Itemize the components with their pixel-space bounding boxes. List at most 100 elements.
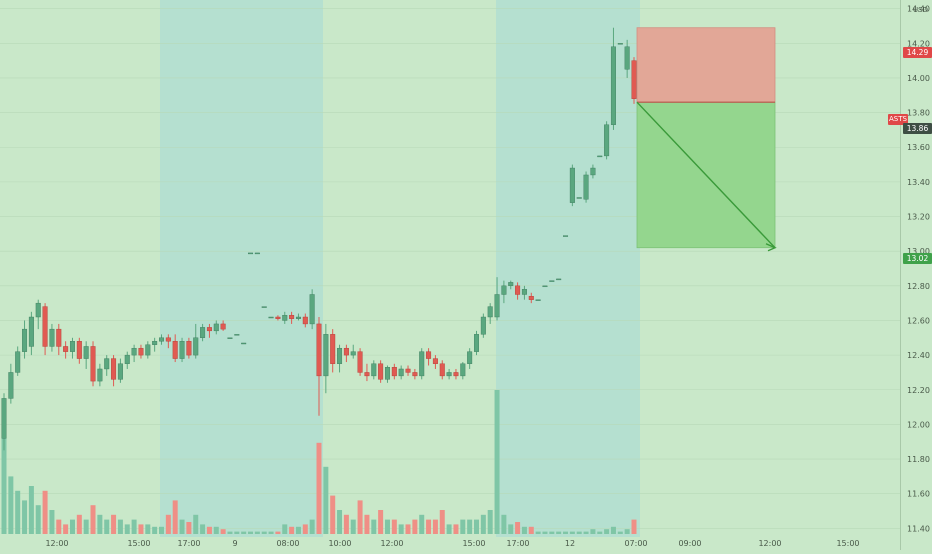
volume-bar <box>152 526 158 534</box>
candle-body <box>302 316 308 325</box>
candle-body <box>337 347 343 364</box>
volume-bar <box>391 519 397 534</box>
volume-bar <box>624 529 630 534</box>
volume-bar <box>76 514 82 534</box>
candle-body <box>453 372 459 377</box>
candle-body <box>535 299 541 301</box>
candle <box>391 363 397 380</box>
volume-bar <box>206 526 212 534</box>
candle <box>117 358 123 383</box>
volume-bar <box>501 514 507 534</box>
volume-bar <box>597 531 603 534</box>
volume-bar <box>323 466 329 534</box>
volume-bar <box>405 524 411 534</box>
candle <box>152 337 158 352</box>
volume-bar <box>97 514 103 534</box>
candle <box>542 285 548 288</box>
candle <box>295 313 301 321</box>
trade-path-arrow <box>636 101 776 249</box>
volume-bar <box>528 526 534 534</box>
candle-body <box>158 337 164 342</box>
symbol-tag: ASTS <box>888 114 908 125</box>
price-tick-label: 14.40 <box>907 5 930 14</box>
volume-bar <box>563 531 569 534</box>
candle <box>569 164 575 207</box>
candle-body <box>398 368 404 377</box>
volume-bar <box>604 529 610 534</box>
volume-bar <box>234 531 240 534</box>
candle <box>124 351 130 369</box>
price-tick-label: 12.00 <box>907 420 930 429</box>
volume-bar <box>569 531 575 534</box>
candle-body <box>138 347 144 356</box>
volume-bar <box>227 531 233 534</box>
volume-bar <box>337 510 343 534</box>
volume-bar <box>220 529 226 534</box>
candle <box>275 315 281 321</box>
candle <box>234 334 240 336</box>
candle-body <box>200 327 206 338</box>
volume-bar <box>193 514 199 534</box>
candle <box>330 329 336 373</box>
price-tick-label: 14.20 <box>907 39 930 48</box>
candle-body <box>378 363 384 380</box>
candle-body <box>446 372 452 377</box>
candle-body <box>1 398 7 439</box>
candle-body <box>22 328 28 352</box>
candle-body <box>172 341 178 359</box>
candle-body <box>124 354 130 364</box>
x-tick-label: 10:00 <box>328 539 351 548</box>
candle <box>583 171 589 203</box>
volume-bar <box>117 519 123 534</box>
x-tick-label: 12:00 <box>758 539 781 548</box>
x-tick-label: 15:00 <box>462 539 485 548</box>
candle-body <box>268 316 274 319</box>
volume-bar <box>35 505 41 534</box>
candle-body <box>384 367 390 380</box>
x-tick-label: 12 <box>565 539 575 548</box>
candle-body <box>220 323 226 330</box>
candle <box>501 280 507 304</box>
candle-body <box>152 341 158 345</box>
volume-bar <box>350 519 356 534</box>
volume-bar <box>56 519 62 534</box>
volume-bar <box>111 514 117 534</box>
volume-bar <box>186 522 192 534</box>
price-tick-label: 12.20 <box>907 386 930 395</box>
price-tick-label: 11.80 <box>907 455 930 464</box>
candle-body <box>295 316 301 319</box>
candle-body <box>391 367 397 377</box>
volume-bar <box>289 526 295 534</box>
candle-body <box>8 372 14 399</box>
volume-bar <box>330 495 336 534</box>
x-tick-label: 09:00 <box>678 539 701 548</box>
candle <box>76 337 82 364</box>
volume-bar <box>261 531 267 534</box>
candle <box>515 282 521 300</box>
candle <box>90 341 96 387</box>
candle <box>549 280 555 282</box>
price-tick-label: 13.20 <box>907 213 930 222</box>
candle <box>309 289 315 330</box>
volume-bar <box>508 524 514 534</box>
candle-body <box>49 328 55 347</box>
candle <box>220 320 226 331</box>
volume-bar <box>371 519 377 534</box>
candle-body <box>165 337 171 342</box>
candle-body <box>97 368 103 382</box>
candle <box>343 344 349 363</box>
candle <box>138 344 144 359</box>
volume-bar <box>316 442 322 534</box>
candle-body <box>610 46 616 125</box>
candle-body <box>528 296 534 300</box>
price-axis[interactable]: 11.40 11.60 11.80 12.00 12.20 12.40 12.60 12.80… <box>900 0 932 550</box>
candle <box>227 337 233 339</box>
candle-body <box>83 346 89 359</box>
trade-zone[interactable] <box>636 27 777 252</box>
stop-price-badge: 14.29 <box>903 47 932 58</box>
price-chart[interactable]: 12:00 15:00 17:00 9 08:00 10:00 12:00 15:00 17:0… <box>0 0 900 550</box>
candle-body <box>254 252 260 255</box>
volume-bar <box>8 476 14 534</box>
x-tick-label: 15:00 <box>836 539 859 548</box>
